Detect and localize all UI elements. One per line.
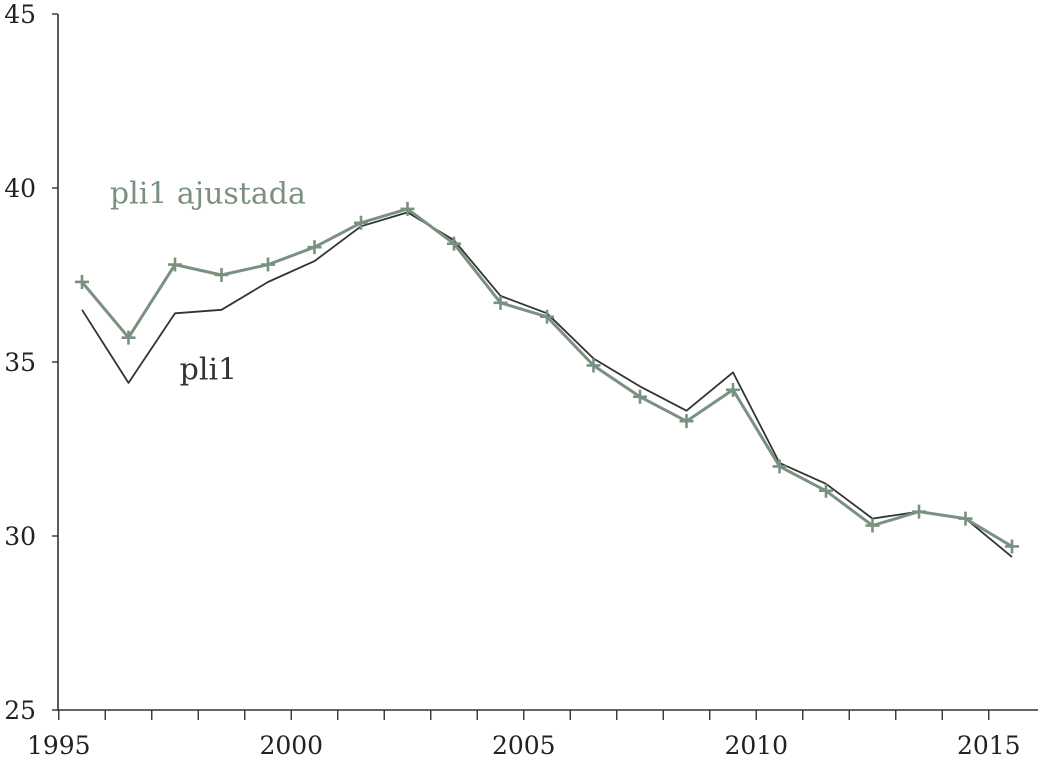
data-point xyxy=(215,268,229,282)
y-tick-label: 45 xyxy=(4,0,36,29)
x-tick-label: 2000 xyxy=(259,731,323,760)
x-tick-label: 1995 xyxy=(27,731,91,760)
data-point xyxy=(261,258,275,272)
data-point xyxy=(308,240,322,254)
x-tick-label: 2005 xyxy=(492,731,556,760)
y-tick-label: 35 xyxy=(4,348,36,377)
y-tick-label: 30 xyxy=(4,522,36,551)
data-point xyxy=(168,258,182,272)
y-tick-label: 25 xyxy=(4,696,36,725)
x-tick-label: 2015 xyxy=(957,731,1021,760)
series-label: pli1 ajustada xyxy=(110,177,306,212)
axes: 1995 2000 2005 2010 2015 25 30 35 40 45 xyxy=(4,0,1038,760)
data-point xyxy=(1005,539,1019,553)
data-point xyxy=(773,459,787,473)
data-point xyxy=(354,216,368,230)
y-tick-label: 40 xyxy=(4,174,36,203)
data-point xyxy=(912,505,926,519)
x-tick-label: 2010 xyxy=(724,731,788,760)
series-annotations: pli1 ajustada pli1 xyxy=(110,177,306,388)
series-label: pli1 xyxy=(180,352,237,387)
